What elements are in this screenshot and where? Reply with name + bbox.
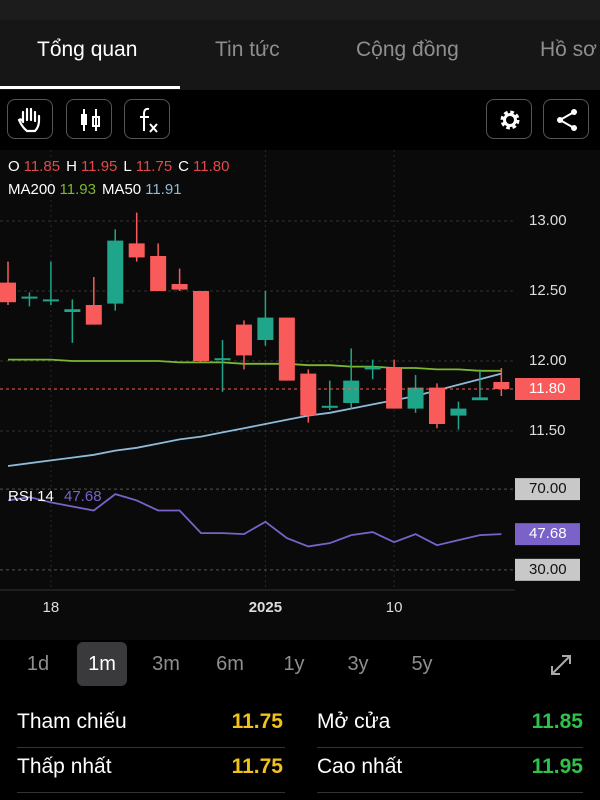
- tab-bar: Tổng quan Tin tức Cộng đồng Hồ sơ: [0, 20, 600, 90]
- separator: [17, 792, 285, 793]
- stat-value: 11.75: [231, 755, 283, 778]
- tab[interactable]: Cộng đồng: [356, 38, 459, 61]
- stat-label: Tham chiếu: [17, 710, 127, 733]
- candle-body: [493, 382, 510, 389]
- candle-type-button[interactable]: [66, 99, 112, 139]
- candle-body: [235, 324, 252, 356]
- level-label: 30.00: [529, 561, 567, 578]
- separator: [17, 747, 285, 748]
- candle-body: [471, 397, 488, 401]
- rsi-value-box: [515, 523, 580, 546]
- separator: [317, 747, 583, 748]
- candle-body: [171, 284, 188, 290]
- y-tick-label: 12.00: [529, 352, 567, 369]
- fx-icon: [140, 107, 158, 133]
- share-button[interactable]: [543, 99, 589, 139]
- candle-body: [85, 305, 102, 325]
- candle-body: [214, 358, 231, 361]
- draw-tool-button[interactable]: [7, 99, 53, 139]
- settings-button[interactable]: [486, 99, 532, 139]
- hand-icon: [17, 107, 41, 133]
- tab[interactable]: Tin tức: [215, 38, 280, 61]
- candle-body: [364, 366, 381, 370]
- ohlc-value: 11.80: [193, 158, 230, 175]
- tab[interactable]: Hồ sơ: [540, 38, 597, 61]
- candle-body: [450, 408, 467, 416]
- stat-label: Cao nhất: [317, 755, 403, 778]
- ohlc-label: H: [66, 158, 77, 175]
- candle-body: [107, 240, 124, 304]
- candle-body: [21, 296, 38, 299]
- ohlc-label: O: [8, 158, 20, 175]
- candle-body: [386, 368, 403, 409]
- rsi-title: RSI 14: [8, 488, 54, 505]
- ohlc-value: 11.75: [135, 158, 173, 175]
- range-button[interactable]: 6m: [216, 653, 244, 675]
- candle-icon: [81, 109, 100, 131]
- ohlc-value: 11.85: [23, 158, 61, 175]
- ma-line: [8, 358, 502, 372]
- y-tick-label: 13.00: [529, 212, 567, 229]
- range-button[interactable]: 1d: [26, 653, 50, 675]
- level-box: [515, 478, 580, 501]
- level-label: 70.00: [529, 480, 567, 497]
- candle-body: [150, 256, 167, 291]
- gear-icon: [500, 110, 520, 130]
- share-icon: [557, 109, 577, 131]
- candle-body: [128, 243, 145, 258]
- ohlc-value: 11.95: [80, 158, 118, 175]
- candle-body: [64, 309, 81, 312]
- x-tick-label: 18: [43, 599, 60, 616]
- ma-value: 11.93: [59, 181, 96, 198]
- ma-label: MA200: [8, 181, 56, 198]
- ma-label: MA50: [101, 181, 142, 198]
- candle-body: [257, 317, 274, 340]
- stat-value: 11.75: [231, 710, 283, 733]
- ohlc-label: C: [178, 158, 190, 175]
- candle-body: [429, 387, 445, 424]
- ma-header: MA200 11.93 MA50 11.91: [8, 181, 188, 198]
- separator: [317, 792, 583, 793]
- candle-body: [321, 405, 338, 408]
- chart: 11.50 12.00 12.50 13.00 18 2025 10 11.80 30.00 70…: [0, 150, 600, 640]
- stat-label: Mở cửa: [317, 710, 391, 733]
- last-price-label: 11.80: [529, 380, 565, 397]
- tab-underline: [0, 86, 180, 89]
- range-button[interactable]: 3m: [152, 653, 180, 675]
- y-tick-label: 11.50: [529, 422, 565, 439]
- level-box: [515, 558, 580, 581]
- last-price-box: [515, 378, 580, 400]
- rsi-line: [7, 493, 502, 548]
- candle-body: [0, 282, 16, 303]
- range-button[interactable]: 1m: [77, 642, 127, 686]
- range-button[interactable]: 1y: [283, 653, 305, 675]
- candle-body: [300, 373, 317, 416]
- stat-value: 11.85: [531, 710, 583, 733]
- stat-label: Thấp nhất: [17, 755, 112, 778]
- ohlc-header: O 11.85 H 11.95 L 11.75 C 11.80: [8, 158, 235, 175]
- candle-body: [407, 387, 424, 409]
- candle-body: [343, 380, 360, 403]
- rsi-title-value: 47.68: [64, 488, 102, 505]
- x-tick-label: 2025: [249, 599, 282, 616]
- y-tick-label: 12.50: [529, 282, 567, 299]
- stat-value: 11.95: [531, 755, 583, 778]
- candle-body: [278, 317, 295, 381]
- range-selector: 1d 1m 3m 6m 1y 3y 5y: [0, 640, 600, 688]
- range-button[interactable]: 3y: [347, 653, 369, 675]
- rsi-value-label: 47.68: [529, 525, 567, 542]
- indicator-button[interactable]: [124, 99, 170, 139]
- ma-value: 11.91: [145, 181, 182, 198]
- tab[interactable]: Tổng quan: [37, 38, 138, 61]
- expand-icon[interactable]: [548, 652, 574, 678]
- candle-body: [193, 291, 210, 361]
- candle-body: [42, 299, 59, 302]
- chart-background: [0, 150, 600, 640]
- ohlc-label: L: [123, 158, 132, 175]
- range-button[interactable]: 5y: [411, 653, 433, 675]
- x-tick-label: 10: [386, 599, 403, 616]
- status-strip: [0, 0, 600, 20]
